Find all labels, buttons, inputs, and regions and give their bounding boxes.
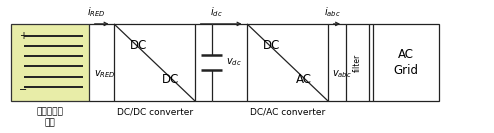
Text: 역전기투석
스택: 역전기투석 스택 bbox=[37, 108, 63, 128]
Text: $i_{abc}$: $i_{abc}$ bbox=[324, 5, 340, 19]
Text: AC
Grid: AC Grid bbox=[393, 48, 418, 77]
Text: DC/DC converter: DC/DC converter bbox=[117, 108, 193, 117]
Text: $i_{dc}$: $i_{dc}$ bbox=[210, 5, 222, 19]
Text: +: + bbox=[19, 30, 27, 41]
Text: DC: DC bbox=[162, 73, 180, 86]
Bar bbox=[247, 24, 329, 101]
Text: DC/AC converter: DC/AC converter bbox=[250, 108, 325, 117]
Bar bbox=[114, 24, 195, 101]
Text: $v_{RED}$: $v_{RED}$ bbox=[94, 68, 116, 80]
Text: $v_{abc}$: $v_{abc}$ bbox=[332, 68, 352, 80]
Text: −: − bbox=[19, 85, 27, 95]
Text: $i_{RED}$: $i_{RED}$ bbox=[87, 5, 106, 19]
Bar bbox=[372, 24, 439, 101]
Text: filter: filter bbox=[353, 53, 362, 72]
Bar bbox=[10, 24, 89, 101]
Text: DC: DC bbox=[130, 39, 147, 52]
Text: AC: AC bbox=[296, 73, 312, 86]
Bar bbox=[345, 24, 369, 101]
Text: DC: DC bbox=[263, 39, 280, 52]
Text: $v_{dc}$: $v_{dc}$ bbox=[226, 57, 242, 68]
